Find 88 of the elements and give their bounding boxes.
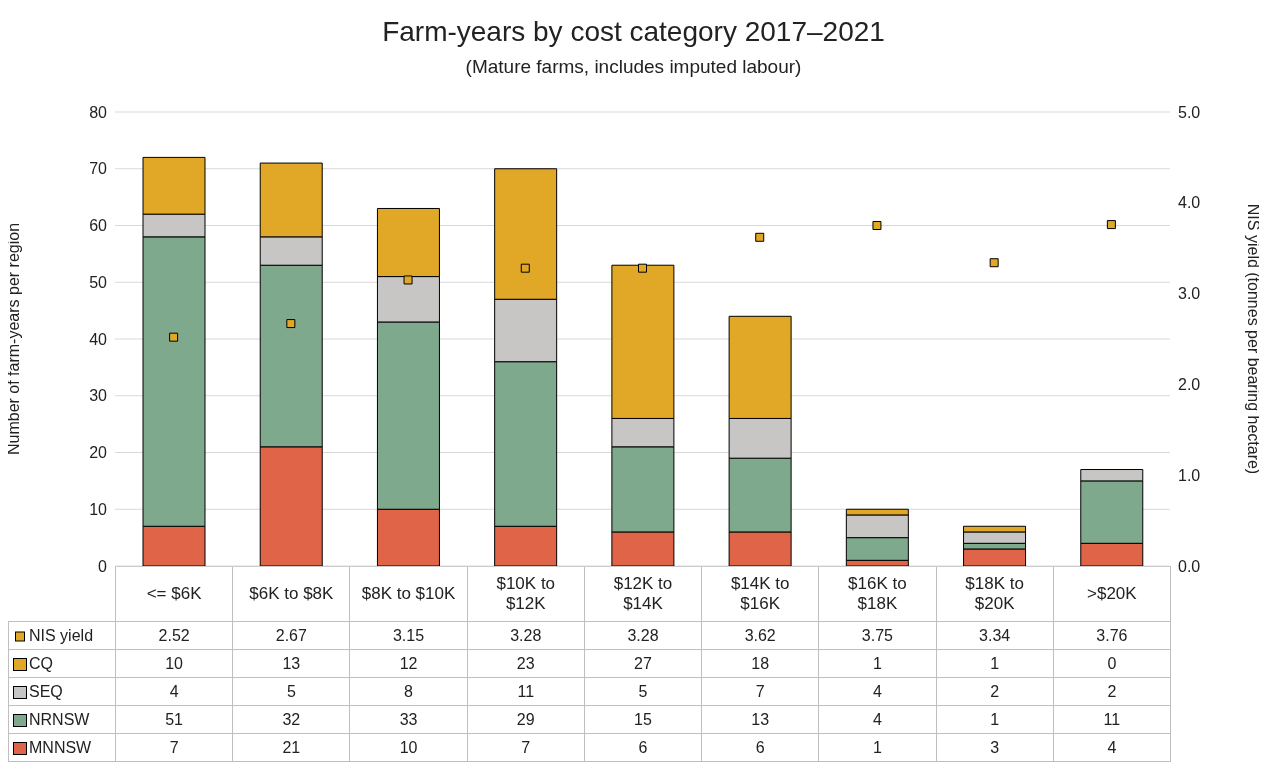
data-label: 21	[232, 733, 350, 762]
data-label: 3.76	[1053, 621, 1171, 650]
data-label: 7	[701, 677, 819, 706]
data-label: 7	[115, 733, 233, 762]
y-tick-label: 60	[89, 217, 108, 235]
x-tick-label: $12K to $14K	[584, 566, 702, 622]
data-label: 10	[349, 733, 468, 762]
data-label: 13	[232, 649, 350, 678]
legend-label: CQ	[8, 649, 116, 678]
data-label: 23	[467, 649, 585, 678]
point	[520, 263, 530, 273]
data-label: 2	[1053, 677, 1171, 706]
data-label: 27	[584, 649, 702, 678]
y-tick-label: 50	[89, 273, 108, 291]
data-label: 10	[115, 649, 233, 678]
point	[286, 319, 296, 329]
data-label: 51	[115, 705, 233, 734]
data-label: 6	[584, 733, 702, 762]
y-tick-label: 40	[89, 330, 108, 348]
point	[169, 332, 179, 342]
data-label: 5	[232, 677, 350, 706]
y2-tick-label: 1.0	[1178, 466, 1201, 484]
data-label: 1	[818, 733, 937, 762]
point	[638, 263, 647, 273]
data-label: 8	[349, 677, 468, 706]
data-label: 1	[936, 649, 1054, 678]
data-label: 13	[701, 705, 819, 734]
y2-tick-label: 4.0	[1178, 194, 1201, 212]
x-tick-label: >$20K	[1053, 566, 1171, 622]
x-tick-label: $16K to $18K	[818, 566, 937, 622]
y-tick-label: 30	[89, 387, 108, 405]
point	[1106, 220, 1116, 230]
x-tick-label: $10K to $12K	[467, 566, 585, 622]
legend-label: NRNSW	[8, 705, 116, 734]
data-label: 5	[584, 677, 702, 706]
y2-tick-label: 2.0	[1178, 376, 1201, 394]
data-label: 33	[349, 705, 468, 734]
y-tick-label: 10	[89, 500, 108, 518]
data-label: 11	[467, 677, 585, 706]
data-label: 3.15	[349, 621, 468, 650]
data-label: 3.28	[584, 621, 702, 650]
data-label: 12	[349, 649, 468, 678]
data-label: 6	[701, 733, 819, 762]
bar	[963, 548, 1027, 566]
x-tick-label: $6K to $8K	[232, 566, 350, 622]
data-label: 2.52	[115, 621, 233, 650]
y-axis-title: Number of farm-years per region	[4, 222, 22, 456]
x-tick-label: $8K to $10K	[349, 566, 468, 622]
data-label: 2.67	[232, 621, 350, 650]
data-label: 0	[1053, 649, 1171, 678]
y-tick-label: 80	[89, 103, 108, 121]
data-label: 11	[1053, 705, 1171, 734]
data-label: 3.75	[818, 621, 937, 650]
chart-title: Farm-years by cost category 2017–2021	[381, 16, 886, 48]
y-tick-label: 20	[89, 444, 108, 462]
x-tick-label: $14K to $16K	[701, 566, 819, 622]
y2-tick-label: 0.0	[1178, 557, 1201, 575]
data-label: 3.62	[701, 621, 819, 650]
y2-tick-label: 5.0	[1178, 103, 1201, 121]
data-label: 1	[936, 705, 1054, 734]
point	[989, 258, 999, 268]
data-label: 2	[936, 677, 1054, 706]
point	[755, 232, 765, 242]
legend-label: SEQ	[8, 677, 116, 706]
data-label: 1	[818, 649, 937, 678]
legend-label: NIS yield	[8, 621, 116, 650]
data-label: 32	[232, 705, 350, 734]
data-label: 15	[584, 705, 702, 734]
point	[403, 275, 413, 285]
data-label: 4	[115, 677, 233, 706]
data-label: 3	[936, 733, 1054, 762]
x-tick-label: $18K to $20K	[936, 566, 1054, 622]
data-label: 29	[467, 705, 585, 734]
legend-label: MNNSW	[8, 733, 116, 762]
point	[872, 221, 882, 230]
data-label: 4	[818, 705, 937, 734]
y-tick-label: 70	[89, 160, 108, 178]
chart-subtitle: (Mature farms, includes imputed labour)	[464, 56, 803, 78]
y2-tick-label: 3.0	[1178, 285, 1201, 303]
data-label: 7	[467, 733, 585, 762]
data-label: 4	[1053, 733, 1171, 762]
data-label: 3.34	[936, 621, 1054, 650]
y-tick-label: 0	[98, 557, 108, 575]
x-tick-label: <= $6K	[115, 566, 233, 622]
data-label: 18	[701, 649, 819, 678]
data-label: 4	[818, 677, 937, 706]
data-label: 3.28	[467, 621, 585, 650]
y2-axis-title: NIS yield (tonnes per bearing hectare)	[1245, 203, 1263, 475]
